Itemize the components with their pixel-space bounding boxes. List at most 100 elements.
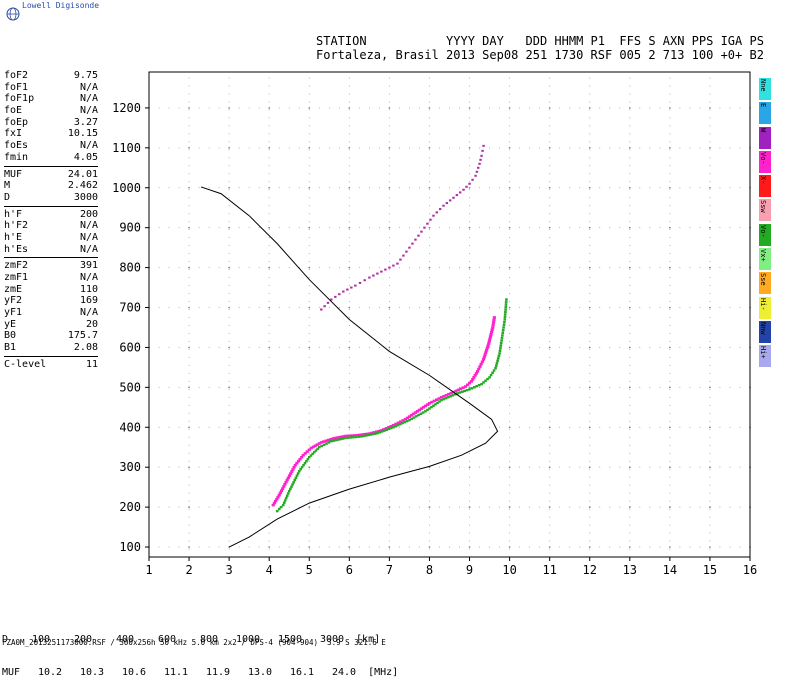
x-trace-point: [403, 420, 407, 424]
grid-dot: [479, 147, 481, 149]
grid-dot: [589, 324, 591, 326]
x-trace-point: [293, 478, 297, 482]
grid-dot: [158, 267, 160, 269]
grid-dot: [308, 117, 310, 119]
grid-dot: [669, 460, 671, 462]
x-trace-point: [337, 438, 340, 441]
grid-dot: [428, 476, 430, 478]
grid-dot: [469, 460, 471, 462]
grid-dot: [459, 187, 461, 189]
grid-dot: [669, 436, 671, 438]
multi-hop-point: [399, 258, 402, 261]
grid-dot: [469, 269, 471, 271]
grid-dot: [318, 107, 320, 109]
grid-dot: [509, 117, 511, 119]
grid-dot: [198, 267, 200, 269]
grid-dot: [348, 516, 350, 518]
x-trace-point: [392, 426, 395, 429]
grid-dot: [198, 386, 200, 388]
x-trace-point: [286, 492, 290, 495]
grid-dot: [589, 388, 591, 390]
grid-dot: [348, 141, 350, 143]
grid-dot: [218, 187, 220, 189]
grid-dot: [709, 181, 711, 183]
grid-dot: [629, 269, 631, 271]
grid-dot: [469, 468, 471, 470]
o-trace-point: [286, 476, 290, 480]
grid-dot: [428, 205, 430, 207]
grid-dot: [308, 506, 310, 508]
x-trace-point: [352, 436, 355, 439]
grid-dot: [268, 460, 270, 462]
grid-dot: [629, 364, 631, 366]
grid-dot: [739, 466, 741, 468]
grid-dot: [348, 508, 350, 510]
grid-dot: [268, 546, 270, 548]
grid-dot: [428, 460, 430, 462]
grid-dot: [629, 412, 631, 414]
grid-dot: [579, 346, 581, 348]
multi-hop-point: [432, 214, 435, 217]
grid-dot: [669, 508, 671, 510]
param-row: M 2.462: [4, 180, 98, 192]
grid-dot: [318, 346, 320, 348]
grid-dot: [188, 460, 190, 462]
grid-dot: [689, 346, 691, 348]
param-label: yE: [4, 318, 17, 330]
grid-dot: [549, 506, 551, 508]
grid-dot: [388, 452, 390, 454]
grid-dot: [268, 165, 270, 167]
x-trace-point: [398, 422, 402, 426]
param-row: foEp 3.27: [4, 117, 98, 129]
grid-dot: [569, 147, 571, 149]
multi-hop-point: [354, 284, 357, 287]
grid-dot: [709, 147, 711, 149]
grid-dot: [218, 147, 220, 149]
grid-dot: [158, 227, 160, 229]
grid-dot: [529, 307, 531, 309]
grid-dot: [589, 484, 591, 486]
grid-dot: [268, 245, 270, 247]
grid-dot: [709, 420, 711, 422]
grid-dot: [699, 267, 701, 269]
grid-dot: [579, 227, 581, 229]
grid-dot: [188, 508, 190, 510]
grid-dot: [228, 267, 230, 269]
grid-dot: [328, 466, 330, 468]
multi-hop-point: [326, 301, 330, 304]
y-tick-label: 600: [119, 340, 141, 354]
grid-dot: [208, 506, 210, 508]
grid-dot: [529, 346, 531, 348]
grid-dot: [428, 133, 430, 135]
grid-dot: [228, 324, 230, 326]
grid-dot: [709, 444, 711, 446]
grid-dot: [248, 466, 250, 468]
x-trace-point: [364, 434, 368, 437]
distance-value: 1000: [235, 634, 261, 645]
o-trace-point: [272, 501, 277, 505]
x-tick-label: 7: [386, 563, 393, 577]
x-trace-point: [503, 313, 507, 316]
grid-dot: [228, 466, 230, 468]
param-value: 3000: [73, 191, 98, 203]
x-trace-point: [366, 433, 370, 437]
grid-dot: [709, 506, 711, 508]
grid-dot: [188, 452, 190, 454]
grid-dot: [629, 540, 631, 542]
grid-dot: [469, 237, 471, 239]
grid-dot: [509, 221, 511, 223]
grid-dot: [178, 147, 180, 149]
grid-dot: [388, 548, 390, 550]
grid-dot: [388, 245, 390, 247]
o-trace-point: [353, 434, 357, 437]
grid-dot: [709, 364, 711, 366]
grid-dot: [539, 466, 541, 468]
param-label: h'Es: [4, 243, 29, 255]
grid-dot: [469, 187, 471, 189]
grid-dot: [589, 269, 591, 271]
grid-dot: [358, 307, 360, 309]
grid-dot: [168, 466, 170, 468]
grid-dot: [428, 388, 430, 390]
grid-dot: [388, 205, 390, 207]
grid-dot: [589, 133, 591, 135]
